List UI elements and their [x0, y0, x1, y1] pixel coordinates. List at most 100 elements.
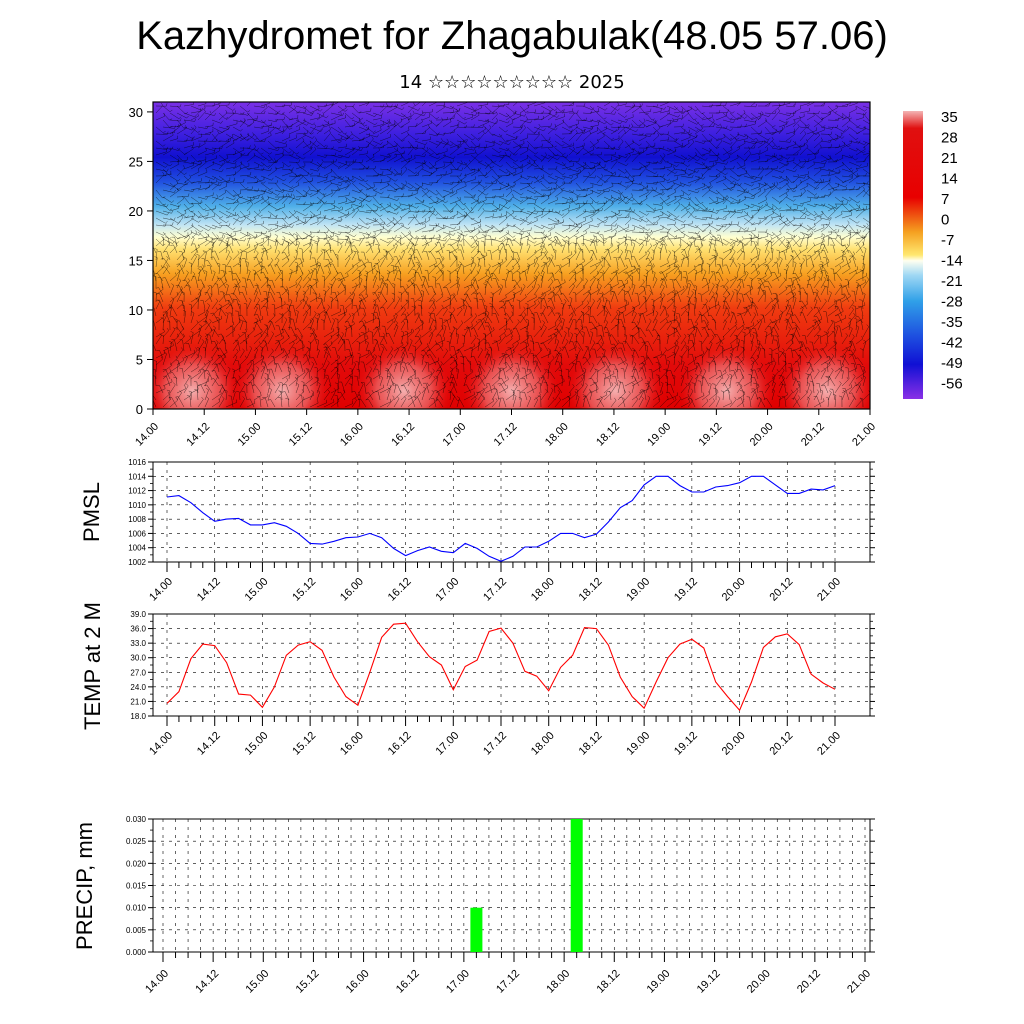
- temp-x-tick-label: 14.00: [147, 730, 175, 758]
- heatmap-x-tick-label: 20.12: [799, 421, 827, 449]
- precip-bar: [570, 819, 583, 952]
- temp-y-tick-label: 30.0: [130, 654, 146, 663]
- precip-x-tick-label: 18.00: [544, 968, 572, 996]
- heatmap-y-tick-label: 25: [129, 154, 143, 169]
- colorbar-label: -14: [941, 253, 963, 270]
- temp-x-tick-label: 20.12: [767, 730, 795, 758]
- pmsl-x-tick-label: 20.00: [720, 576, 748, 604]
- temp-frame: [152, 613, 871, 717]
- precip-x-tick-label: 14.00: [143, 968, 171, 996]
- pmsl-x-tick-label: 20.12: [767, 576, 795, 604]
- temp-x-tick-label: 16.12: [386, 730, 414, 758]
- chart-subtitle: 14 ☆☆☆☆☆☆☆☆☆ 2025: [399, 72, 625, 93]
- heatmap-y-tick-label: 20: [129, 204, 143, 219]
- heatmap-y-axis: 0 5 10 15 20 25 30: [129, 105, 153, 417]
- pmsl-x-tick-label: 19.00: [624, 576, 652, 604]
- warm-spot: [232, 343, 333, 409]
- heatmap-x-tick-label: 14.12: [184, 421, 212, 449]
- heatmap-x-tick-label: 19.12: [697, 421, 725, 449]
- pmsl-y-tick-label: 1006: [128, 529, 146, 538]
- temp-x-tick-label: 17.12: [481, 730, 509, 758]
- temp-y-tick-label: 21.0: [130, 697, 146, 706]
- precip-x-tick-label: 20.12: [795, 968, 823, 996]
- heatmap-y-tick-label: 5: [136, 352, 143, 367]
- pmsl-x-tick-label: 16.00: [338, 576, 366, 604]
- heatmap-x-axis: 14.00 14.12 15.00 15.12 16.00 16.12 17.00 17.12…: [133, 409, 878, 449]
- precip-x-tick-label: 16.00: [344, 968, 372, 996]
- temp-x-tick-label: 15.00: [243, 730, 271, 758]
- heatmap-x-tick-label: 15.12: [287, 421, 315, 449]
- heatmap-x-tick-label: 17.12: [492, 421, 520, 449]
- pmsl-y-tick-label: 1010: [128, 501, 146, 510]
- pmsl-x-tick-label: 15.12: [290, 576, 318, 604]
- colorbar-label: 0: [941, 212, 949, 229]
- wind-barbs-layer: [153, 102, 870, 408]
- colorbar-labels: 35 28 21 14 7 0 -7 -14 -21 -28 -35 -42 -49 -56: [941, 109, 963, 393]
- precip-x-tick-label: 15.00: [243, 968, 271, 996]
- pmsl-frame: [152, 461, 871, 563]
- pmsl-x-tick-label: 16.12: [386, 576, 414, 604]
- heatmap-x-tick-label: 16.12: [389, 421, 417, 449]
- temp-x-tick-label: 17.00: [433, 730, 461, 758]
- colorbar-label: -49: [941, 355, 963, 372]
- precip-x-tick-label: 17.12: [494, 968, 522, 996]
- colorbar-label: 35: [941, 109, 958, 126]
- temp-y-tick-label: 39.0: [130, 610, 146, 619]
- precip-y-tick-label: 0.010: [126, 904, 147, 913]
- pmsl-x-tick-label: 14.12: [195, 576, 223, 604]
- precip-panel: 0.000 0.005 0.010 0.015 0.020 0.025 0.030 14.00…: [72, 815, 875, 996]
- precip-x-tick-label: 18.12: [594, 968, 622, 996]
- colorbar: [903, 111, 923, 399]
- heatmap-x-tick-label: 20.00: [748, 421, 776, 449]
- heatmap-y-tick-label: 30: [129, 105, 143, 120]
- heatmap-x-tick-label: 15.00: [236, 421, 264, 449]
- precip-y-tick-label: 0.015: [126, 882, 147, 891]
- precip-y-tick-label: 0.020: [126, 859, 147, 868]
- colorbar-label: 28: [941, 130, 958, 147]
- pmsl-x-tick-label: 15.00: [243, 576, 271, 604]
- heatmap-y-tick-label: 15: [129, 253, 143, 268]
- precip-y-tick-label: 0.005: [126, 926, 147, 935]
- precip-bars: [470, 819, 583, 952]
- pmsl-panel: 1002 1004 1006 1008 1010 1012 1014 1016 14.00 14.…: [79, 458, 875, 604]
- precip-y-tick-label: 0.030: [126, 815, 147, 824]
- precip-y-tick-label: 0.000: [126, 948, 147, 957]
- temp-x-tick-label: 14.12: [195, 730, 223, 758]
- temp-series-line: [166, 622, 836, 712]
- pmsl-x-tick-label: 17.12: [481, 576, 509, 604]
- heatmap-y-tick-label: 0: [136, 402, 143, 417]
- temp-y-tick-label: 36.0: [130, 625, 146, 634]
- pmsl-axis-label: PMSL: [79, 482, 104, 542]
- temp-y-tick-label: 33.0: [130, 639, 146, 648]
- temp-x-tick-label: 21.00: [815, 730, 843, 758]
- temp-x-tick-label: 15.12: [290, 730, 318, 758]
- heatmap-x-tick-label: 17.00: [440, 421, 468, 449]
- precip-x-tick-label: 17.00: [444, 968, 472, 996]
- warm-spot: [153, 343, 243, 409]
- heatmap-x-tick-label: 21.00: [850, 421, 878, 449]
- pmsl-x-tick-label: 21.00: [815, 576, 843, 604]
- precip-axis-label: PRECIP, mm: [72, 822, 97, 950]
- colorbar-label: 14: [941, 171, 958, 188]
- pmsl-y-tick-label: 1002: [128, 558, 146, 567]
- temp-y-tick-label: 18.0: [130, 712, 146, 721]
- precip-y-tick-label: 0.025: [126, 837, 147, 846]
- temp-x-tick-label: 16.00: [338, 730, 366, 758]
- heatmap-x-tick-label: 18.00: [543, 421, 571, 449]
- colorbar-label: -21: [941, 273, 963, 290]
- heatmap-y-tick-label: 10: [129, 303, 143, 318]
- heatmap-x-tick-label: 18.12: [594, 421, 622, 449]
- pmsl-y-tick-label: 1016: [128, 458, 146, 467]
- precip-x-tick-label: 16.12: [394, 968, 422, 996]
- pmsl-x-tick-label: 14.00: [147, 576, 175, 604]
- precip-x-tick-label: 19.00: [645, 968, 673, 996]
- pmsl-series-line: [166, 475, 836, 562]
- precip-x-tick-label: 19.12: [695, 968, 723, 996]
- precip-x-tick-label: 21.00: [845, 968, 873, 996]
- precip-x-tick-label: 15.12: [294, 968, 322, 996]
- colorbar-label: -56: [941, 376, 963, 393]
- precip-frame: [152, 818, 871, 953]
- pmsl-x-tick-label: 19.12: [672, 576, 700, 604]
- temp-x-tick-label: 19.12: [672, 730, 700, 758]
